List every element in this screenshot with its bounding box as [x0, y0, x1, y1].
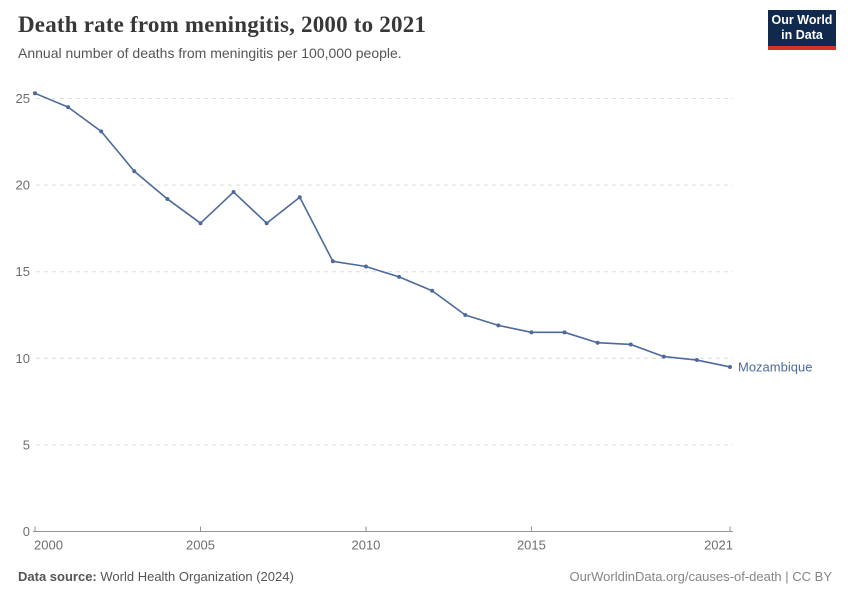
y-tick-label: 25: [16, 91, 30, 106]
chart-header: Death rate from meningitis, 2000 to 2021…: [18, 10, 836, 61]
page-title: Death rate from meningitis, 2000 to 2021: [18, 12, 427, 37]
data-point[interactable]: [595, 340, 600, 345]
x-tick-label: 2021: [704, 538, 733, 553]
owid-logo[interactable]: Our World in Data: [768, 10, 836, 50]
data-point[interactable]: [430, 288, 435, 293]
data-point[interactable]: [562, 330, 567, 335]
data-point[interactable]: [397, 274, 402, 279]
x-tick-label: 2005: [186, 538, 215, 553]
data-point[interactable]: [231, 190, 236, 195]
data-point[interactable]: [463, 313, 468, 317]
chart-footer: Data source: World Health Organization (…: [18, 569, 832, 584]
data-point[interactable]: [33, 91, 37, 96]
data-point[interactable]: [330, 259, 335, 264]
data-point[interactable]: [198, 221, 203, 226]
data-point[interactable]: [132, 169, 137, 174]
data-point[interactable]: [496, 323, 501, 328]
data-source-label: Data source:: [18, 569, 97, 584]
page-subtitle: Annual number of deaths from meningitis …: [18, 45, 402, 61]
owid-logo-line1: Our World: [771, 13, 833, 27]
data-point[interactable]: [66, 105, 71, 110]
data-source-value: World Health Organization (2024): [100, 569, 294, 584]
data-point[interactable]: [628, 342, 633, 347]
y-tick-label: 0: [23, 524, 30, 539]
data-point[interactable]: [728, 364, 732, 369]
data-point[interactable]: [165, 196, 170, 201]
data-point[interactable]: [297, 195, 302, 200]
data-point[interactable]: [694, 358, 699, 363]
data-point[interactable]: [529, 330, 534, 335]
y-tick-label: 10: [16, 351, 30, 366]
owid-logo-line2: in Data: [781, 28, 823, 42]
y-tick-label: 15: [16, 264, 30, 279]
credit-link[interactable]: OurWorldinData.org/causes-of-death | CC …: [569, 569, 832, 584]
data-point[interactable]: [99, 129, 104, 134]
chart-header-text: Death rate from meningitis, 2000 to 2021…: [18, 12, 426, 61]
x-tick-label: 2000: [34, 538, 63, 553]
x-tick-label: 2010: [351, 538, 380, 553]
series-line[interactable]: [34, 92, 731, 368]
data-source: Data source: World Health Organization (…: [18, 569, 294, 584]
y-tick-label: 5: [23, 437, 30, 452]
data-point[interactable]: [661, 354, 666, 359]
y-tick-label: 20: [16, 178, 30, 193]
x-tick-label: 2015: [517, 538, 546, 553]
data-point[interactable]: [264, 221, 269, 226]
series-end-label: Mozambique: [738, 359, 812, 374]
data-point[interactable]: [363, 264, 368, 269]
